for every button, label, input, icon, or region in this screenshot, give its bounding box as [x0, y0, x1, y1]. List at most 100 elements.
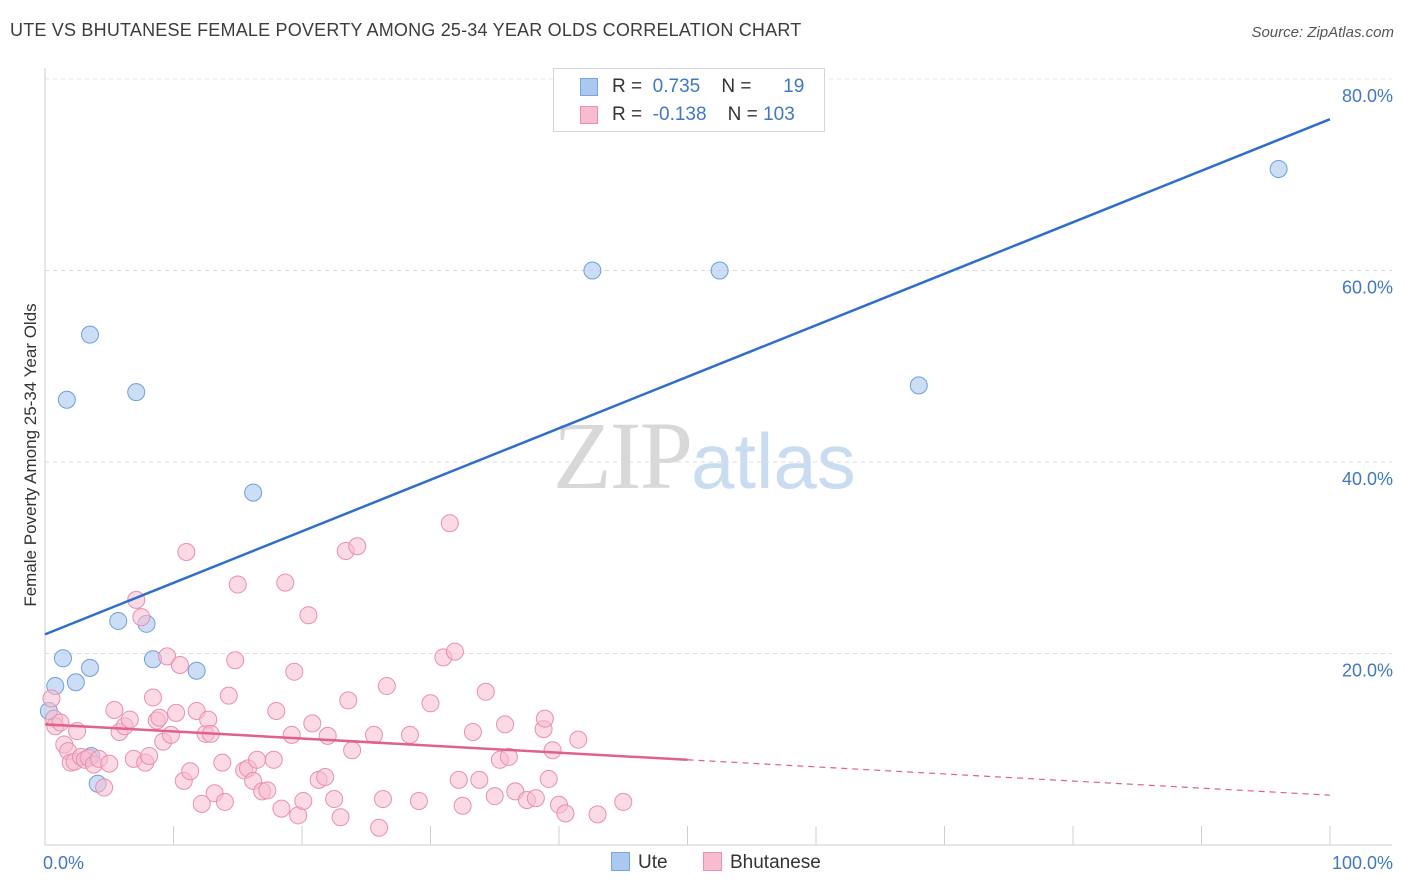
bhutanese-point	[485, 787, 504, 806]
bhutanese-point	[331, 808, 350, 827]
bottom-legend-swatch-ute	[611, 852, 630, 871]
ute-point	[244, 483, 263, 502]
bhutanese-point	[264, 750, 283, 769]
bhutanese-point	[526, 789, 545, 808]
bhutanese-point	[303, 714, 322, 733]
bhutanese-point	[267, 701, 286, 720]
bhutanese-point	[569, 730, 588, 749]
bhutanese-point	[158, 647, 177, 666]
legend-r-value: -0.138	[652, 104, 707, 125]
bhutanese-trend-extension	[687, 759, 1331, 796]
bhutanese-point	[318, 726, 337, 745]
bhutanese-point	[170, 655, 189, 674]
bhutanese-point	[299, 606, 318, 625]
bottom-legend-bhutanese: Bhutanese	[703, 852, 821, 874]
watermark-atlas: atlas	[691, 417, 856, 505]
bhutanese-point	[192, 794, 211, 813]
bhutanese-point	[132, 608, 151, 627]
bhutanese-point	[294, 791, 313, 810]
bhutanese-point	[51, 713, 70, 732]
bottom-legend-label-ute: Ute	[638, 852, 668, 873]
y-tick-label: 60.0%	[1342, 278, 1393, 298]
x-tick-label: 100.0%	[1332, 853, 1393, 873]
bhutanese-point	[445, 642, 464, 661]
trend-lines	[44, 118, 1331, 796]
bhutanese-point	[364, 725, 383, 744]
bhutanese-point	[588, 805, 607, 824]
bhutanese-point	[95, 778, 114, 797]
legend-r-value: 0.735	[652, 76, 701, 97]
bhutanese-point	[556, 804, 575, 823]
bhutanese-points	[42, 514, 633, 837]
legend-n-label: N =	[721, 76, 752, 97]
ute-point	[127, 383, 146, 402]
ute-point	[187, 661, 206, 680]
bhutanese-point	[226, 651, 245, 670]
ute-point	[109, 611, 128, 630]
bhutanese-point	[228, 575, 247, 594]
bhutanese-point	[499, 747, 518, 766]
bhutanese-point	[219, 686, 238, 705]
bhutanese-point	[614, 792, 633, 811]
bhutanese-point	[377, 677, 396, 696]
bottom-legend-label-bhutanese: Bhutanese	[730, 852, 821, 873]
bhutanese-point	[535, 709, 554, 728]
ute-point	[583, 261, 602, 280]
bhutanese-point	[440, 514, 459, 533]
ute-point	[57, 390, 76, 409]
bhutanese-point	[470, 770, 489, 789]
ute-point	[80, 658, 99, 677]
legend-swatch-bhutanese	[580, 106, 598, 124]
bhutanese-point	[161, 725, 180, 744]
bhutanese-point	[370, 818, 389, 837]
bhutanese-trend-line	[44, 723, 688, 762]
bhutanese-point	[42, 689, 61, 708]
ute-point	[710, 261, 729, 280]
legend-text-ute: R = 0.735 N = 19	[612, 76, 804, 98]
legend-n-value: 103	[763, 104, 795, 125]
legend-swatch-ute	[580, 78, 598, 96]
bhutanese-point	[421, 694, 440, 713]
correlation-legend: R = 0.735 N = 19 R = -0.138 N = 103	[553, 68, 825, 132]
watermark: ZIPatlas	[553, 400, 856, 511]
x-tick-label: 0.0%	[43, 853, 84, 873]
ute-point	[1269, 160, 1288, 179]
ute-point	[53, 649, 72, 668]
bhutanese-point	[325, 790, 344, 809]
bhutanese-point	[105, 700, 124, 719]
legend-text-bhutanese: R = -0.138 N = 103	[612, 104, 795, 126]
ute-point	[80, 325, 99, 344]
axes	[44, 68, 1392, 846]
legend-r-label: R =	[612, 76, 643, 97]
y-tick-label: 40.0%	[1342, 469, 1393, 489]
bhutanese-point	[248, 750, 267, 769]
bhutanese-point	[120, 710, 139, 729]
legend-n-value: 19	[783, 76, 805, 97]
bottom-legend-swatch-bhutanese	[703, 852, 722, 871]
bhutanese-point	[339, 691, 358, 710]
bhutanese-point	[453, 796, 472, 815]
bhutanese-point	[373, 790, 392, 809]
bhutanese-point	[258, 781, 277, 800]
bhutanese-point	[449, 770, 468, 789]
bhutanese-point	[167, 703, 186, 722]
bhutanese-point	[282, 725, 301, 744]
bhutanese-point	[463, 723, 482, 742]
bhutanese-point	[496, 715, 515, 734]
bhutanese-point	[539, 769, 558, 788]
bhutanese-point	[213, 753, 232, 772]
legend-row-bhutanese: R = -0.138 N = 103	[554, 101, 824, 129]
bhutanese-point	[343, 741, 362, 760]
legend-n-label: N =	[727, 104, 758, 125]
legend-row-ute: R = 0.735 N = 19	[554, 73, 824, 101]
y-tick-label: 80.0%	[1342, 86, 1393, 106]
bhutanese-point	[543, 741, 562, 760]
legend-r-label: R =	[612, 104, 643, 125]
bhutanese-point	[285, 662, 304, 681]
ute-point	[909, 376, 928, 395]
bottom-legend-ute: Ute	[611, 852, 668, 874]
chart-title: UTE VS BHUTANESE FEMALE POVERTY AMONG 25…	[10, 20, 802, 40]
ute-point	[66, 673, 85, 692]
bhutanese-point	[181, 762, 200, 781]
